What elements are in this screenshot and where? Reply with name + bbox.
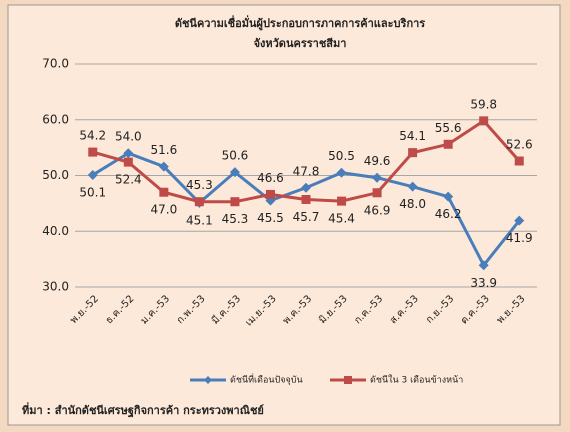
point-marker	[301, 182, 311, 193]
point-marker	[372, 188, 382, 198]
data-label: 54.0	[115, 130, 142, 144]
point-marker	[372, 172, 383, 183]
data-label: 59.8	[470, 97, 497, 111]
legend-label: ดัชนีใน 3 เดือนข้างหน้า	[370, 375, 463, 386]
point-marker	[443, 191, 454, 202]
point-marker	[87, 169, 98, 180]
data-label: 45.4	[328, 212, 355, 226]
point-marker	[443, 139, 453, 149]
legend-label: ดัชนีที่เดือนปัจจุบัน	[230, 373, 303, 386]
point-marker	[123, 157, 133, 167]
data-label: 41.9	[506, 231, 533, 245]
data-label: 49.6	[364, 154, 391, 168]
point-marker	[337, 196, 347, 206]
y-tick-label: 30.0	[42, 280, 69, 294]
legend-marker	[344, 376, 352, 384]
data-label: 45.7	[293, 210, 320, 224]
point-marker	[407, 181, 418, 192]
data-label: 52.6	[506, 138, 533, 152]
data-label: 45.1	[186, 213, 213, 227]
point-marker	[194, 197, 204, 207]
point-marker	[158, 161, 169, 172]
point-marker	[336, 167, 347, 178]
data-label: 47.8	[293, 164, 320, 178]
point-marker	[479, 116, 489, 126]
legend-marker	[204, 376, 212, 384]
y-tick-label: 60.0	[42, 112, 69, 126]
data-label: 46.6	[257, 171, 284, 185]
point-marker	[230, 197, 240, 207]
data-label: 45.3	[222, 212, 249, 226]
data-label: 54.1	[399, 129, 426, 143]
point-marker	[123, 148, 134, 159]
point-marker	[478, 260, 489, 271]
data-label: 50.1	[79, 185, 106, 199]
y-tick-label: 50.0	[42, 168, 69, 182]
point-marker	[265, 189, 275, 199]
data-label: 52.4	[115, 173, 142, 187]
point-marker	[229, 167, 240, 178]
chart-subtitle: จังหวัดนครราชสีมา	[254, 37, 347, 50]
y-tick-label: 70.0	[42, 57, 69, 71]
data-label: 33.9	[470, 276, 497, 290]
data-label: 45.3	[186, 178, 213, 192]
y-tick-label: 40.0	[42, 224, 69, 238]
data-label: 50.5	[328, 149, 355, 163]
chart-title: ดัชนีความเชื่อมั่นผู้ประกอบการภาคการค้าแ…	[175, 15, 425, 31]
data-label: 46.9	[364, 203, 391, 217]
point-marker	[88, 147, 98, 157]
data-label: 46.2	[435, 207, 462, 221]
point-marker	[159, 187, 169, 197]
data-label: 45.5	[257, 211, 284, 225]
data-label: 50.6	[222, 149, 249, 163]
point-marker	[514, 215, 525, 226]
data-label: 47.0	[150, 203, 177, 217]
point-marker	[408, 148, 418, 158]
source-note: ที่มา : สำนักดัชนีเศรษฐกิจการค้า กระทรวง…	[22, 402, 264, 418]
data-label: 54.2	[79, 129, 106, 143]
point-marker	[514, 156, 524, 166]
chart-frame	[7, 4, 561, 426]
data-label: 51.6	[150, 143, 177, 157]
point-marker	[301, 194, 311, 204]
data-label: 55.6	[435, 121, 462, 135]
data-label: 48.0	[399, 197, 426, 211]
